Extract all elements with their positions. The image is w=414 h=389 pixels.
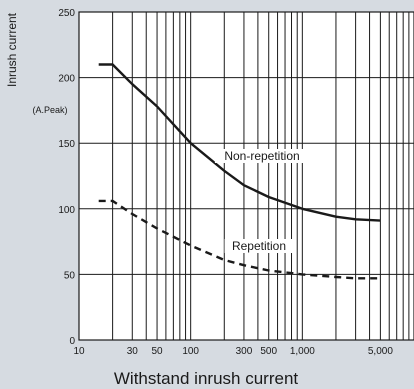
series-line-non-repetition (98, 63, 381, 222)
series-label-background (214, 149, 310, 163)
x-tick-label: 30 (127, 346, 139, 357)
y-tick-label: 50 (64, 270, 76, 281)
x-tick-label: 100 (182, 346, 199, 357)
x-tick-label: 500 (260, 346, 277, 357)
y-tick-label: 100 (58, 205, 75, 216)
x-tick-label: 5,000 (368, 346, 393, 357)
y-axis-unit: (A.Peak) (32, 105, 67, 115)
plot-area (79, 12, 414, 340)
y-tick-label: 0 (69, 336, 75, 347)
x-tick-label: 10 (73, 346, 85, 357)
x-axis-label: Withstand inrush current (114, 369, 299, 388)
series-line-repetition (98, 199, 381, 280)
y-tick-label: 200 (58, 74, 75, 85)
series-label-repetition: Repetition (232, 239, 286, 253)
x-tick-label: 1,000 (290, 346, 315, 357)
plot-frame (78, 11, 414, 341)
series-label-non-repetition: Non-repetition (224, 149, 299, 163)
y-tick-label: 150 (58, 139, 75, 150)
x-tick-label: 300 (236, 346, 253, 357)
y-tick-label: 250 (58, 8, 75, 19)
series-label-background (224, 239, 294, 253)
y-axis-label: Inrush current (5, 12, 19, 87)
x-tick-label: 50 (151, 346, 163, 357)
